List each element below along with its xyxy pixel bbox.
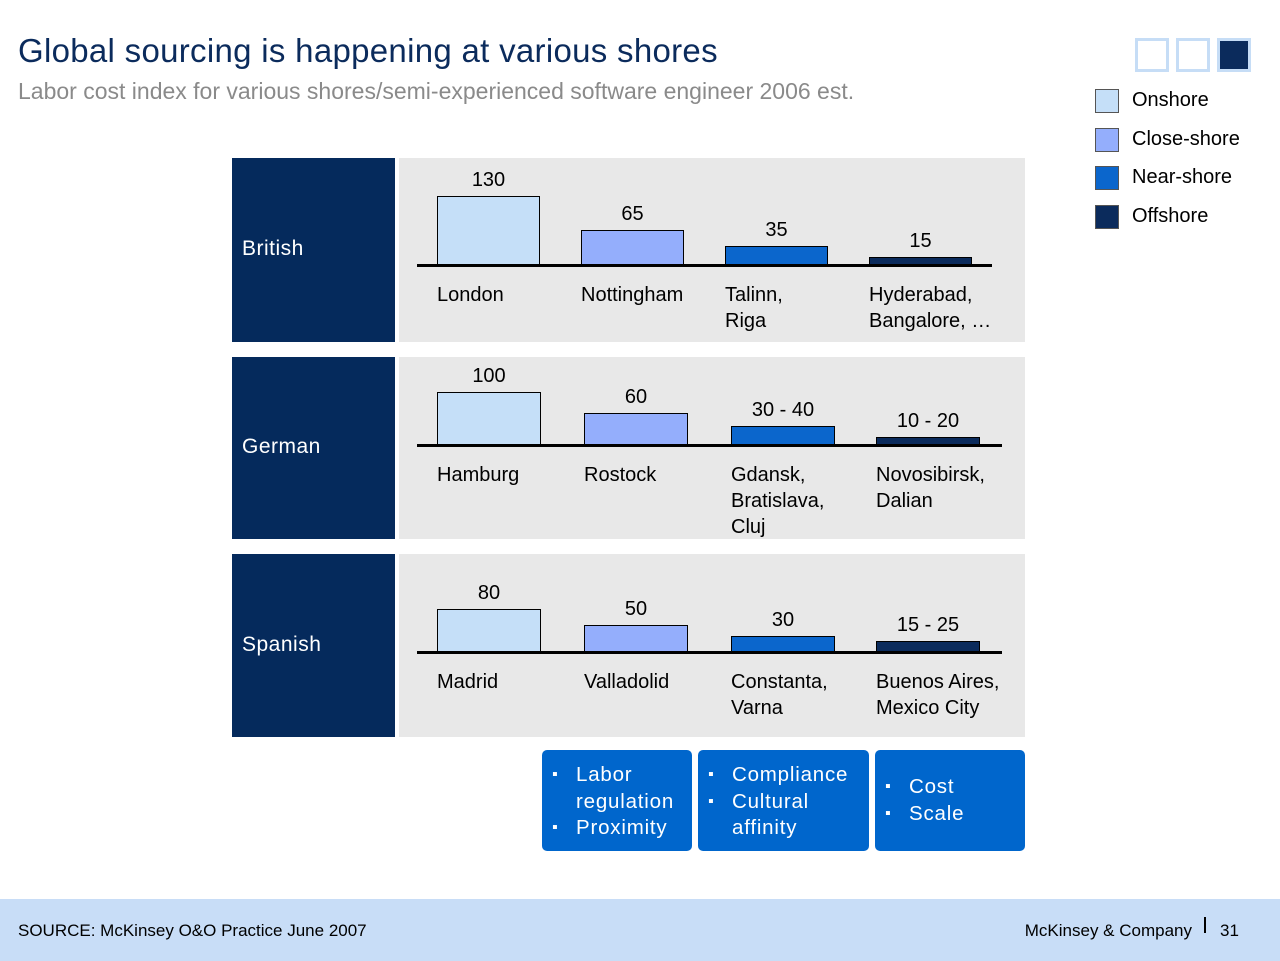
- bar: [731, 426, 835, 445]
- bar: [584, 413, 688, 445]
- nav-square-2: [1176, 38, 1210, 72]
- legend-swatch: [1095, 127, 1119, 152]
- page-title: Global sourcing is happening at various …: [18, 32, 718, 69]
- category-label: Hamburg: [437, 464, 520, 486]
- footer-separator: [1204, 917, 1206, 933]
- category-label: Madrid: [437, 671, 499, 693]
- data-label: 65: [621, 203, 644, 225]
- category-label: Valladolid: [584, 671, 670, 693]
- category-label: Rostock: [584, 464, 657, 486]
- legend-label: Close-shore: [1132, 127, 1240, 150]
- data-label: 15 - 25: [896, 614, 960, 636]
- category-label: Hyderabad, Bangalore, …: [869, 284, 992, 332]
- data-label: 35: [765, 219, 788, 241]
- group-label: Spanish: [232, 554, 395, 737]
- category-label: Novosibirsk, Dalian: [876, 464, 985, 512]
- bar: [876, 641, 980, 652]
- data-label: 100: [472, 365, 506, 387]
- data-label: 60: [624, 386, 648, 408]
- source-note: SOURCE: McKinsey O&O Practice June 2007: [18, 921, 367, 940]
- factor-box: ComplianceCultural affinity: [698, 750, 869, 851]
- bar: [876, 437, 980, 445]
- page-subtitle: Labor cost index for various shores/semi…: [18, 78, 855, 104]
- factor-item: Labor regulation: [552, 762, 674, 815]
- factor-item: Proximity: [552, 815, 674, 842]
- data-label: 10 - 20: [896, 410, 960, 432]
- factor-item: Cost: [885, 774, 964, 801]
- baseline: [417, 651, 1002, 654]
- bar: [725, 246, 828, 265]
- data-label: 130: [471, 169, 506, 191]
- category-label: Buenos Aires, Mexico City: [876, 671, 1000, 719]
- legend-swatch: [1095, 166, 1119, 191]
- category-label: Constanta, Varna: [731, 671, 828, 719]
- factor-list: ComplianceCultural affinity: [708, 762, 848, 842]
- group-label: British: [232, 158, 395, 342]
- group-label-text: German: [242, 435, 321, 458]
- category-label: Nottingham: [581, 284, 684, 306]
- factor-item: Scale: [885, 801, 964, 828]
- data-label: 15: [909, 230, 932, 252]
- category-label: Talinn, Riga: [725, 284, 783, 332]
- nav-square-3: [1217, 38, 1251, 72]
- baseline: [417, 444, 1002, 447]
- data-label: 50: [624, 598, 648, 620]
- bar: [581, 230, 684, 265]
- baseline: [417, 264, 992, 267]
- bar: [437, 609, 541, 652]
- chart-panel: [399, 357, 1025, 539]
- bar: [731, 636, 835, 652]
- legend-swatch: [1095, 205, 1119, 230]
- group-label-text: Spanish: [242, 632, 322, 656]
- footer: SOURCE: McKinsey O&O Practice June 2007 …: [0, 899, 1280, 961]
- legend-swatch: [1095, 89, 1119, 113]
- bar: [437, 392, 541, 445]
- nav-square-1: [1135, 38, 1169, 72]
- factor-list: Labor regulationProximity: [552, 762, 674, 842]
- legend-label: Onshore: [1132, 89, 1209, 111]
- factor-item: Compliance: [708, 762, 848, 789]
- bar: [869, 257, 972, 265]
- group-label: German: [232, 357, 395, 539]
- page-number: 31: [1220, 921, 1239, 940]
- factor-box: Labor regulationProximity: [542, 750, 692, 851]
- factor-item: Cultural affinity: [708, 789, 848, 842]
- data-label: 30 - 40: [751, 399, 815, 421]
- bar: [437, 196, 540, 265]
- data-label: 80: [477, 582, 501, 604]
- group-label-text: British: [242, 237, 304, 260]
- legend-label: Offshore: [1132, 205, 1209, 228]
- company-name: McKinsey & Company: [1024, 921, 1192, 940]
- category-label: London: [437, 284, 504, 306]
- legend-label: Near-shore: [1132, 166, 1233, 189]
- factor-list: CostScale: [885, 774, 964, 827]
- bar: [584, 625, 688, 652]
- data-label: 30: [771, 609, 795, 631]
- factor-box: CostScale: [875, 750, 1025, 851]
- category-label: Gdansk, Bratislava, Cluj: [731, 464, 825, 538]
